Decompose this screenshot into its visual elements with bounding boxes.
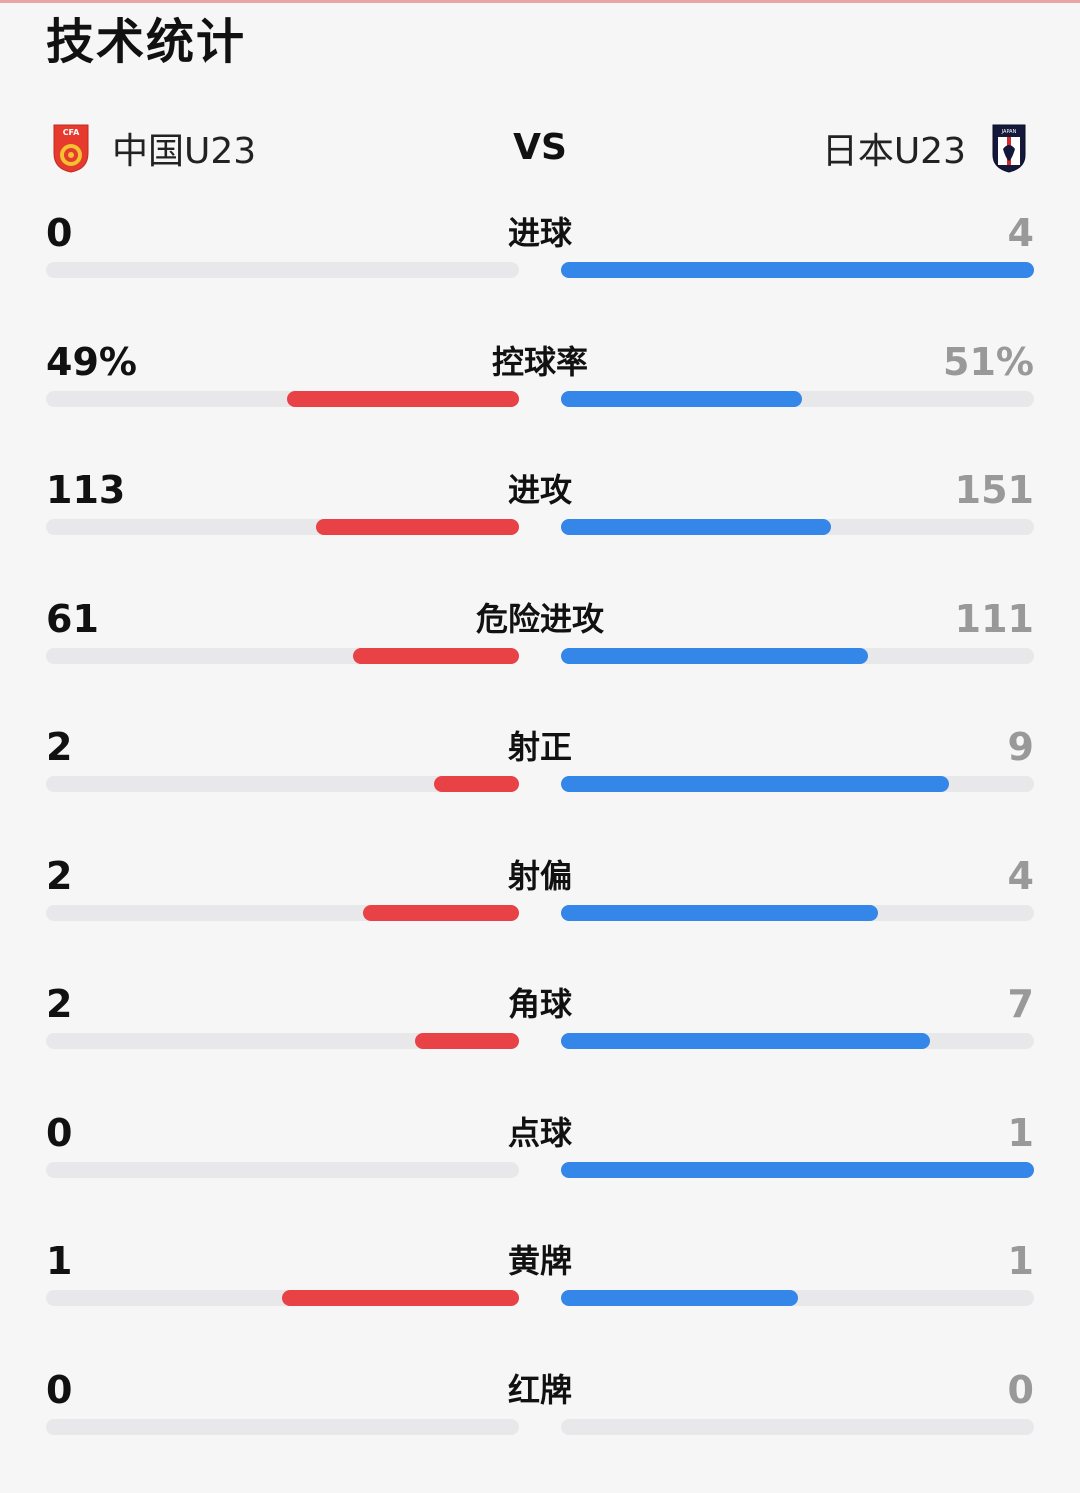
away-bar-fill (561, 1290, 798, 1306)
home-team[interactable]: CFA 中国U23 (52, 118, 256, 178)
stat-label: 红牌 (507, 1370, 572, 1409)
away-bar-fill (561, 1161, 1034, 1178)
home-bar-fill (282, 1290, 519, 1306)
home-stat-value: 61 (46, 596, 99, 641)
away-bar-track (561, 519, 1034, 535)
away-bar-track (561, 904, 1034, 921)
away-stat-value: 51% (943, 339, 1034, 384)
home-bar-track (46, 904, 519, 921)
home-stat-value: 1 (46, 1239, 73, 1283)
home-bar-track (46, 1161, 519, 1178)
home-stat-value: 113 (46, 468, 126, 512)
stat-label: 控球率 (491, 342, 588, 381)
home-stat-value: 2 (46, 725, 73, 769)
stat-label: 进球 (507, 214, 572, 252)
home-stat-value: 0 (46, 1367, 73, 1412)
away-bar-fill (561, 519, 831, 535)
stat-label: 点球 (507, 1113, 572, 1152)
home-bar-fill (353, 647, 519, 664)
away-stat-value: 1 (1007, 1239, 1034, 1283)
stat-label: 角球 (507, 985, 572, 1023)
away-bar-track (561, 647, 1034, 664)
away-bar-fill (561, 776, 949, 792)
home-bar-track (46, 390, 519, 407)
home-crest-label: CFA (63, 128, 80, 137)
home-bar-fill (287, 390, 519, 407)
home-team-name: 中国U23 (112, 131, 257, 172)
away-crest-label: JAPAN (1001, 129, 1017, 135)
home-bar-fill (316, 519, 519, 535)
top-accent-line (0, 0, 1080, 3)
home-stat-value: 0 (46, 1110, 73, 1155)
away-bar-track (561, 390, 1034, 407)
stat-label: 射正 (507, 728, 572, 766)
away-stat-value: 7 (1007, 982, 1034, 1026)
stat-row: 2 角球 7 (0, 979, 1080, 1107)
away-bar-track (561, 1418, 1034, 1435)
china-crest-icon: CFA (53, 124, 89, 173)
away-bar-track (561, 776, 1034, 792)
away-team[interactable]: 日本U23 JAPAN (822, 118, 1028, 178)
stat-row: 61 危险进攻 111 (0, 594, 1080, 722)
away-stat-value: 0 (1007, 1367, 1034, 1412)
home-bar-fill (434, 776, 519, 792)
home-bar-track (46, 1418, 519, 1435)
away-bar-fill (561, 904, 878, 921)
stat-row: 0 进球 4 (0, 208, 1080, 336)
match-header: CFA 中国U23 VS 日本U23 JAPAN (0, 118, 1080, 178)
stat-row: 1 黄牌 1 (0, 1236, 1080, 1364)
away-bar-track (561, 1290, 1034, 1306)
vs-label: VS (513, 127, 567, 168)
away-stat-value: 4 (1007, 853, 1034, 898)
stat-label: 黄牌 (507, 1242, 572, 1280)
stat-row: 2 射正 9 (0, 722, 1080, 850)
away-stat-value: 111 (954, 596, 1034, 641)
home-bar-track (46, 776, 519, 792)
home-bar-track (46, 1290, 519, 1306)
away-stat-value: 1 (1007, 1110, 1034, 1155)
home-bar-track (46, 647, 519, 664)
away-bar-fill (561, 1033, 930, 1049)
stat-label: 射偏 (507, 856, 572, 895)
away-bar-fill (561, 647, 868, 664)
away-team-name: 日本U23 (821, 131, 966, 172)
home-bar-fill (363, 904, 519, 921)
home-stat-value: 2 (46, 853, 73, 898)
home-bar-track (46, 519, 519, 535)
away-stat-value: 4 (1007, 211, 1034, 255)
away-bar-track (561, 262, 1034, 278)
away-bar-fill (561, 262, 1034, 278)
away-stat-value: 9 (1007, 725, 1034, 769)
page-title: 技术统计 (46, 14, 247, 70)
home-stat-value: 49% (46, 339, 137, 384)
away-bar-track (561, 1161, 1034, 1178)
home-bar-fill (415, 1033, 519, 1049)
japan-crest-icon: JAPAN (992, 124, 1026, 173)
away-bar-fill (561, 390, 802, 407)
away-bar-track (561, 1033, 1034, 1049)
stat-row: 2 射偏 4 (0, 851, 1080, 979)
stat-row: 0 红牌 0 (0, 1365, 1080, 1493)
stat-row: 49% 控球率 51% (0, 337, 1080, 465)
away-stat-value: 151 (954, 468, 1034, 512)
stat-label: 危险进攻 (475, 599, 604, 638)
home-stat-value: 2 (46, 982, 73, 1026)
stat-label: 进攻 (507, 471, 572, 509)
stat-row: 0 点球 1 (0, 1108, 1080, 1236)
stat-row: 113 进攻 151 (0, 465, 1080, 593)
home-stat-value: 0 (46, 211, 73, 255)
home-bar-track (46, 262, 519, 278)
home-bar-track (46, 1033, 519, 1049)
